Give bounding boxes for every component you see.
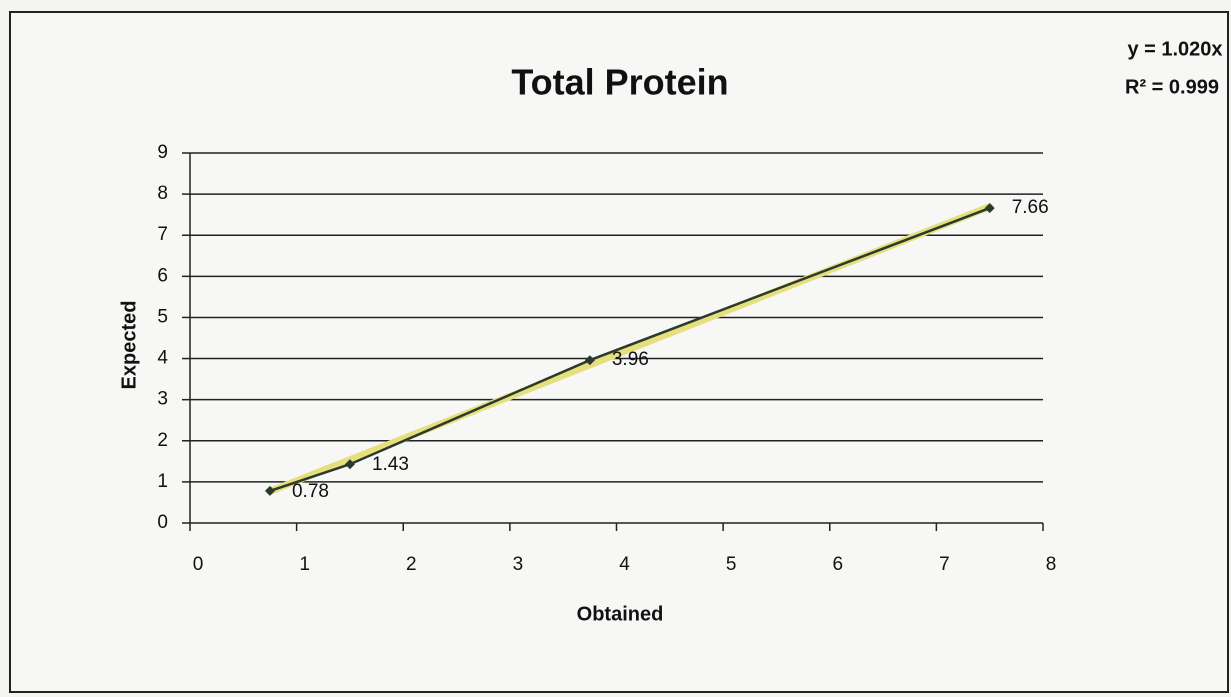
x-tick-label: 8 bbox=[1046, 554, 1057, 575]
data-label: 1.43 bbox=[372, 454, 409, 475]
x-axis-label: Obtained bbox=[577, 603, 664, 625]
y-tick-label: 2 bbox=[157, 430, 168, 451]
y-tick-label: 3 bbox=[157, 389, 168, 410]
y-tick-label: 5 bbox=[157, 306, 168, 327]
x-tick-label: 1 bbox=[299, 554, 310, 575]
y-tick-label: 0 bbox=[157, 512, 168, 533]
y-tick-label: 1 bbox=[157, 471, 168, 492]
annotation: R² = 0.999 bbox=[1125, 76, 1219, 98]
x-tick-label: 5 bbox=[726, 554, 737, 575]
y-tick-label: 8 bbox=[157, 183, 168, 204]
point bbox=[264, 485, 275, 496]
chart-title: Total Protein bbox=[511, 62, 728, 103]
x-tick-label: 3 bbox=[513, 554, 524, 575]
y-tick-label: 4 bbox=[157, 348, 168, 369]
annotation: y = 1.020x bbox=[1127, 38, 1222, 60]
point bbox=[584, 355, 595, 366]
data-label: 7.66 bbox=[1012, 197, 1049, 218]
x-tick-label: 6 bbox=[832, 554, 843, 575]
x-tick-label: 0 bbox=[193, 554, 204, 575]
y-tick-label: 9 bbox=[157, 142, 168, 163]
x-tick-label: 7 bbox=[939, 554, 950, 575]
data-label: 0.78 bbox=[292, 481, 329, 502]
y-tick-label: 6 bbox=[157, 265, 168, 286]
y-tick-label: 7 bbox=[157, 224, 168, 245]
series-line bbox=[269, 206, 991, 493]
y-axis-label: Expected bbox=[118, 301, 140, 390]
point bbox=[984, 203, 995, 214]
x-tick-label: 4 bbox=[619, 554, 630, 575]
data-label: 3.96 bbox=[612, 349, 649, 370]
point bbox=[344, 459, 355, 470]
x-tick-label: 2 bbox=[406, 554, 417, 575]
